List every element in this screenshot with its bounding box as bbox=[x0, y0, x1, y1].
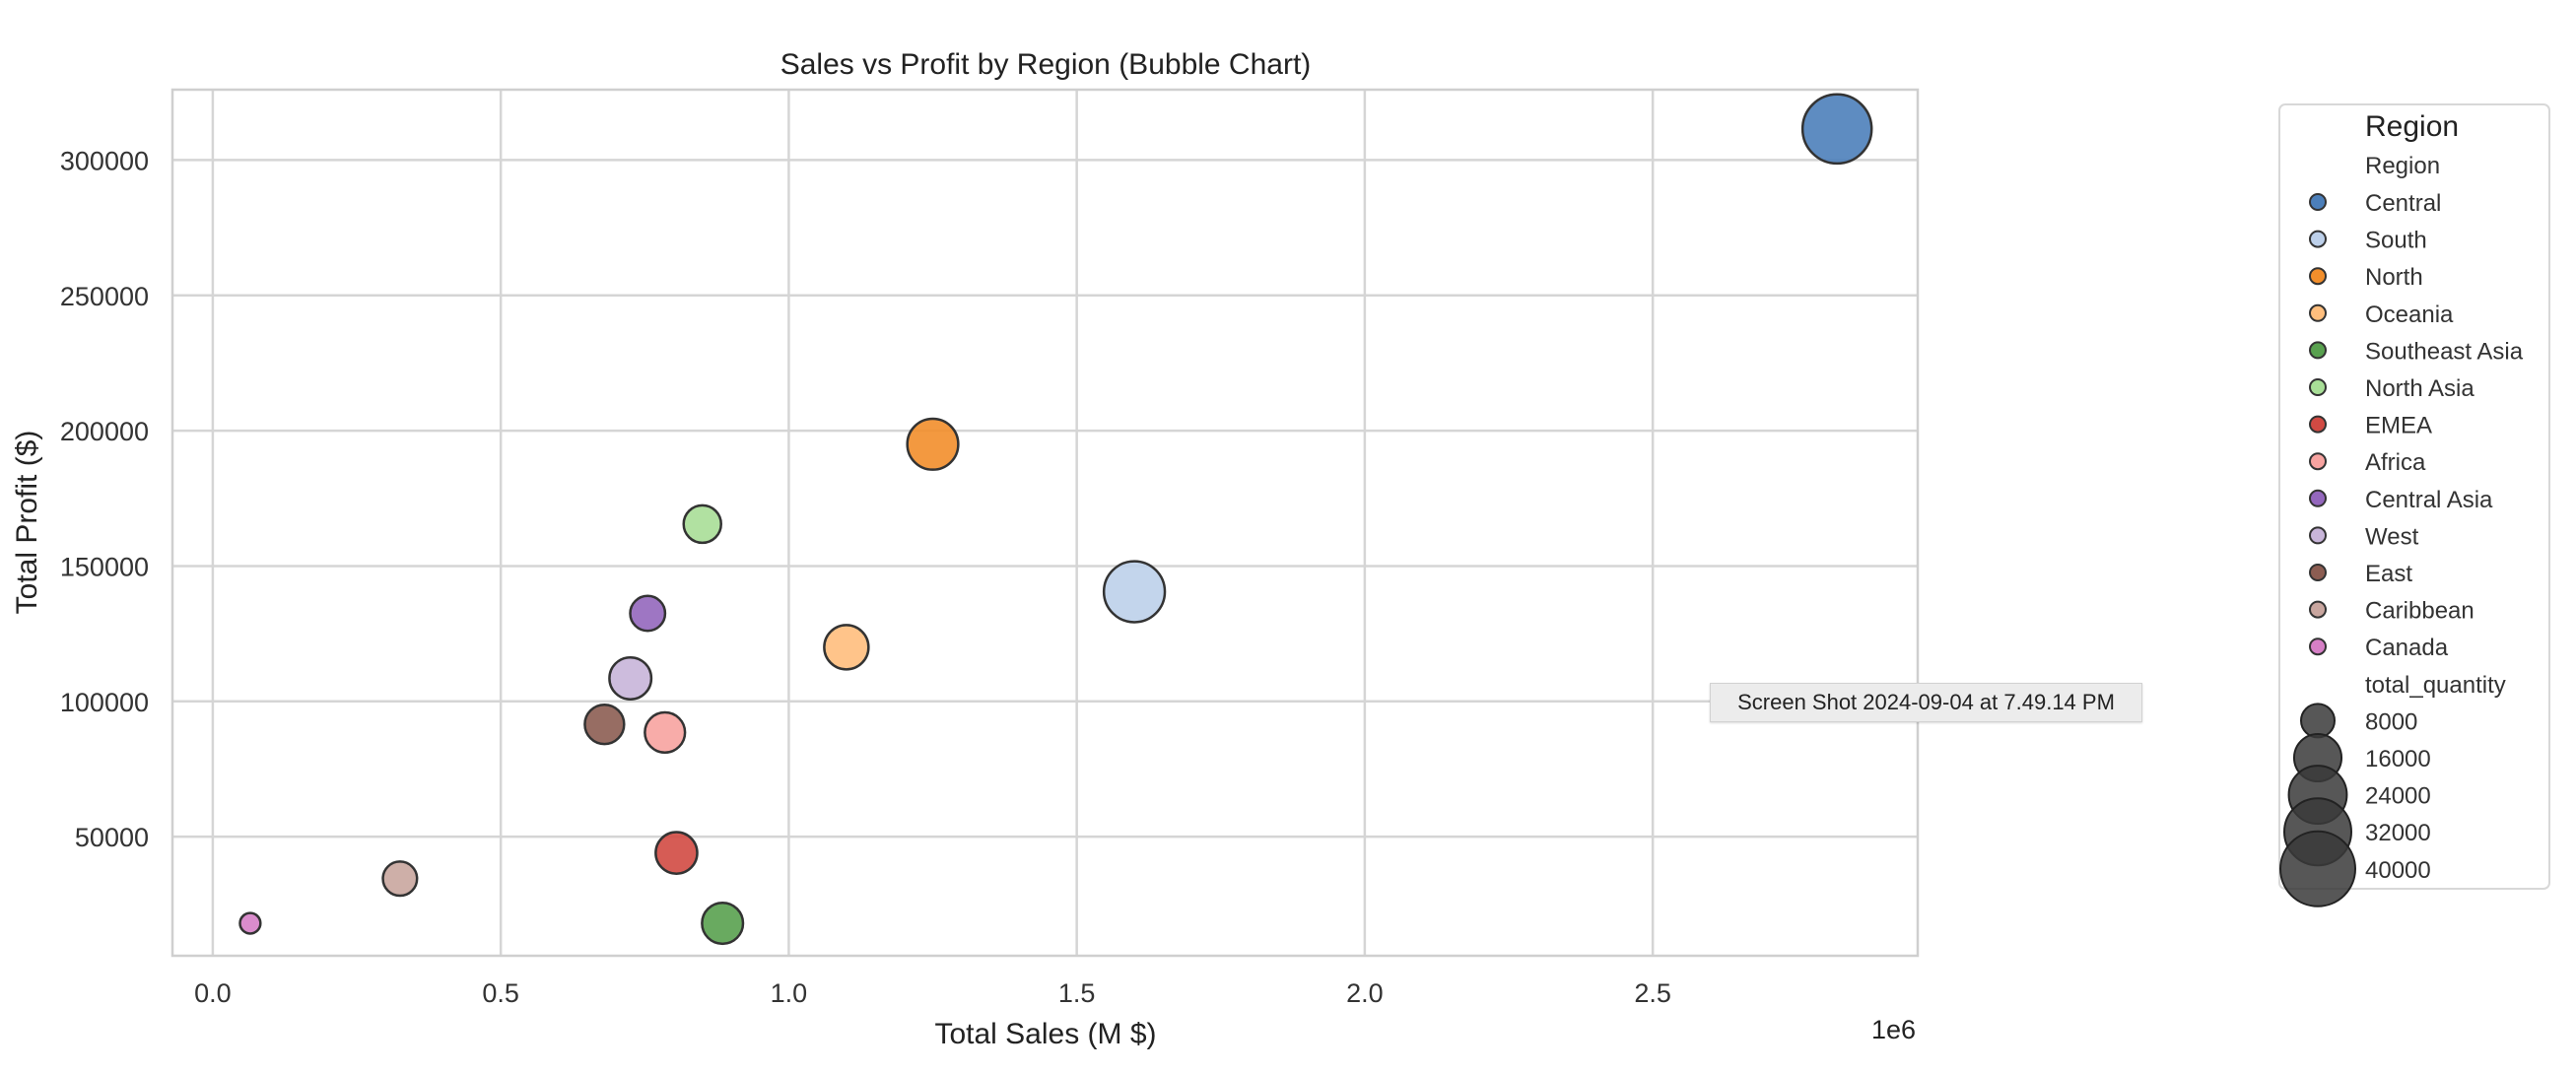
legend-marker-north-asia bbox=[2309, 378, 2327, 396]
screenshot-tooltip: Screen Shot 2024-09-04 at 7.49.14 PM bbox=[1710, 683, 2142, 722]
legend-title: Region bbox=[2365, 110, 2459, 143]
y-tick-label: 100000 bbox=[60, 688, 149, 717]
legend-marker-caribbean bbox=[2309, 600, 2327, 619]
bubble-africa bbox=[644, 710, 687, 755]
x-tick-label: 1.0 bbox=[771, 978, 808, 1008]
legend-marker-north bbox=[2309, 267, 2327, 286]
bubble-central bbox=[1800, 93, 1873, 166]
legend-marker-southeast-asia bbox=[2309, 341, 2327, 360]
plot-area-frame bbox=[170, 88, 1920, 958]
legend-entry: Central Asia bbox=[2365, 487, 2493, 513]
legend-entry: East bbox=[2365, 561, 2412, 587]
legend-entry: Canada bbox=[2365, 635, 2449, 661]
legend-marker-africa bbox=[2309, 452, 2327, 471]
bubbles bbox=[238, 93, 1873, 946]
x-axis-label: Total Sales (M $) bbox=[934, 1018, 1156, 1050]
bubble-emea bbox=[654, 831, 699, 875]
legend-size-marker bbox=[2279, 830, 2356, 907]
bubble-central-asia bbox=[629, 594, 667, 633]
bubble-north-asia bbox=[682, 503, 722, 545]
x-tick-label: 0.5 bbox=[482, 978, 519, 1008]
x-tick-label: 0.0 bbox=[194, 978, 232, 1008]
legend-entry: Oceania bbox=[2365, 302, 2454, 328]
bubble-oceania bbox=[823, 624, 870, 671]
legend-marker-south bbox=[2309, 230, 2327, 248]
legend-entry: North Asia bbox=[2365, 375, 2474, 402]
legend-entry: North bbox=[2365, 264, 2423, 291]
y-tick-label: 250000 bbox=[60, 282, 149, 311]
legend-entry: EMEA bbox=[2365, 413, 2432, 439]
legend-entry: Southeast Asia bbox=[2365, 338, 2524, 365]
legend-size-label: 24000 bbox=[2365, 783, 2431, 810]
tick-labels: 0.0 0.5 1.0 1.5 2.0 2.5 50000 100000 150000 20000… bbox=[60, 146, 1671, 1008]
bubble-caribbean bbox=[381, 860, 419, 898]
legend-marker-west bbox=[2309, 526, 2327, 545]
x-axis-offset-label: 1e6 bbox=[1871, 1015, 1916, 1044]
x-tick-label: 2.0 bbox=[1346, 978, 1384, 1008]
legend-size-marker bbox=[2300, 703, 2336, 739]
bubble-north bbox=[906, 417, 960, 471]
legend-entry: Caribbean bbox=[2365, 598, 2474, 625]
legend-marker-oceania bbox=[2309, 303, 2327, 322]
y-tick-label: 150000 bbox=[60, 552, 149, 581]
bubble-southeast-asia bbox=[701, 901, 745, 946]
y-tick-label: 200000 bbox=[60, 417, 149, 446]
y-tick-label: 50000 bbox=[75, 823, 149, 852]
y-axis-label: Total Profit ($) bbox=[11, 431, 43, 615]
legend-hue-subtitle: Region bbox=[2365, 153, 2440, 179]
bubble-canada bbox=[238, 911, 262, 935]
legend-marker-east bbox=[2309, 564, 2327, 581]
chart-title: Sales vs Profit by Region (Bubble Chart) bbox=[780, 48, 1312, 81]
legend-entry: Africa bbox=[2365, 449, 2426, 476]
y-tick-label: 300000 bbox=[60, 146, 149, 175]
legend-size-label: 40000 bbox=[2365, 857, 2431, 884]
legend-frame bbox=[2278, 103, 2550, 890]
bubble-west bbox=[608, 655, 653, 701]
x-tick-label: 1.5 bbox=[1058, 978, 1096, 1008]
legend-size-label: 8000 bbox=[2365, 708, 2417, 735]
x-tick-label: 2.5 bbox=[1634, 978, 1671, 1008]
legend-marker-central-asia bbox=[2309, 489, 2327, 507]
legend-marker-central bbox=[2309, 193, 2327, 211]
legend-marker-emea bbox=[2309, 415, 2327, 434]
legend: Region Region Central South North Oceania Sout… bbox=[2278, 103, 2550, 907]
legend-entry: South bbox=[2365, 228, 2427, 254]
legend-entry: Central bbox=[2365, 190, 2441, 217]
bubble-east bbox=[583, 703, 626, 746]
bubble-south bbox=[1102, 560, 1167, 624]
legend-entry: West bbox=[2365, 523, 2419, 550]
legend-size-label: 16000 bbox=[2365, 746, 2431, 772]
legend-marker-canada bbox=[2309, 638, 2327, 656]
legend-size-label: 32000 bbox=[2365, 820, 2431, 846]
legend-size-title: total_quantity bbox=[2365, 672, 2506, 699]
grid-lines bbox=[172, 90, 1918, 956]
